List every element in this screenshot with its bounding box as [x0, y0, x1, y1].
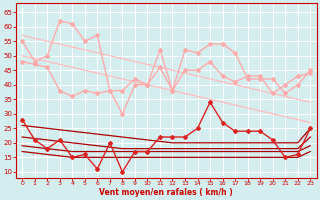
X-axis label: Vent moyen/en rafales ( km/h ): Vent moyen/en rafales ( km/h ) [100, 188, 233, 197]
